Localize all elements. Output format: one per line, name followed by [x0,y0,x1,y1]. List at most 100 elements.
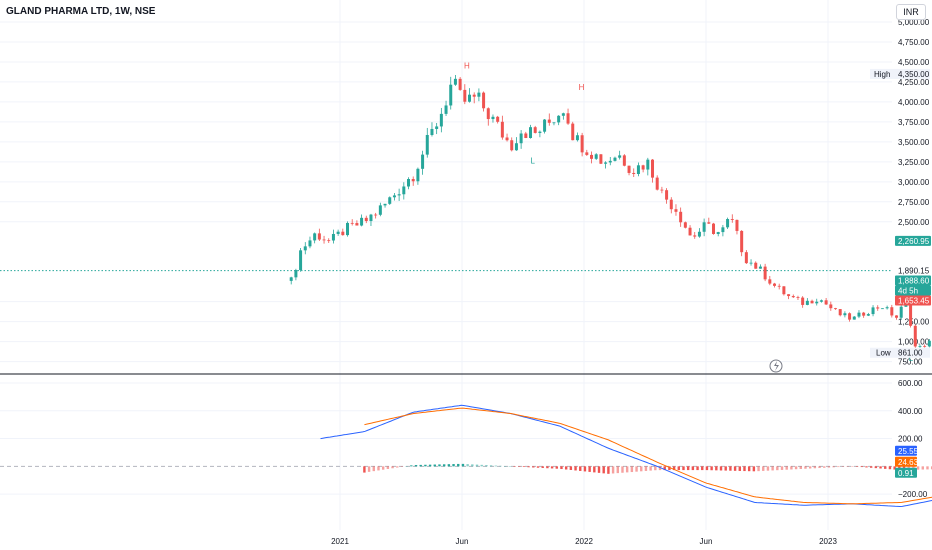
macd-histogram-bar [579,466,582,471]
macd-histogram-bar [611,466,615,474]
candle [313,233,317,241]
candle [895,315,899,318]
candle [791,296,795,298]
candle [500,121,504,138]
macd-histogram-bar [790,466,793,470]
candle [453,78,457,85]
candle [735,219,739,231]
low-marker-bg [870,347,930,358]
candle [838,309,842,316]
macd-histogram-bar [550,466,554,469]
candle [496,116,500,122]
price-label: 1,888.60 [898,276,930,285]
candle [402,186,406,195]
macd-histogram-bar [733,466,737,471]
candle [317,233,321,240]
macd-histogram-bar [560,466,563,470]
macd-histogram-bar [367,466,371,472]
candle [308,240,312,247]
candle [712,223,716,234]
candle [392,195,396,198]
candle [529,127,533,138]
macd-value-label: 0.91 [898,469,914,478]
candle [322,239,326,241]
macd-histogram-bar [841,466,845,467]
candle [651,159,655,178]
candle [890,307,894,316]
x-tick-label: Jun [456,537,469,546]
candle [458,78,462,90]
candle [299,250,303,271]
candle [416,168,420,182]
macd-histogram-bar [386,466,390,469]
candle [336,231,340,234]
candle [444,105,448,114]
macd-histogram-bar [593,466,596,473]
price-label-bg [895,285,931,296]
candle [547,119,551,123]
candle [430,128,434,135]
macd-histogram-bar [837,466,840,468]
candle [646,159,650,170]
currency-button[interactable]: INR [896,4,926,20]
candle [632,172,636,175]
macd-histogram-bar [527,466,530,468]
candle [604,162,608,164]
macd-histogram-bar [536,466,540,468]
macd-histogram-bar [682,466,685,471]
candle [364,217,368,222]
candle [618,155,622,158]
macd-histogram-bar [715,466,718,471]
candle [852,316,856,320]
macd-histogram-bar [865,466,868,468]
macd-histogram-bar [442,464,446,467]
macd-histogram-bar [400,466,404,467]
candle [599,154,603,164]
candle [688,227,692,236]
candle [773,283,777,286]
candle [923,345,927,347]
macd-histogram-bar [532,466,535,468]
candle [378,205,382,215]
candle [758,266,762,269]
macd-histogram-bar [686,466,690,471]
candle [383,203,387,206]
candle [726,219,730,228]
high-marker-name: High [874,70,890,79]
y-tick-label: 400.00 [898,407,923,416]
macd-histogram-bar [677,466,680,471]
x-tick-label: 2021 [331,537,349,546]
candle [885,307,889,309]
candle [510,140,514,151]
candle [810,300,814,304]
candle [360,217,364,226]
macd-histogram-bar [396,466,399,468]
price-label: 4d 5h [898,286,918,295]
macd-histogram-bar [785,466,788,470]
macd-histogram-bar [471,464,474,467]
macd-histogram-bar [916,466,920,470]
macd-histogram-bar [597,466,601,473]
y-tick-label: 1,250.00 [898,318,930,327]
macd-histogram-bar [644,466,648,471]
macd-histogram-bar [616,466,619,474]
macd-histogram-bar [433,464,436,467]
candle [744,252,748,264]
candle [580,135,584,153]
low-marker-value: 861.00 [898,349,923,358]
candle [815,301,819,304]
macd-histogram-bar [583,466,587,472]
candle [477,92,481,97]
candle [411,179,415,182]
candle [289,277,293,281]
macd-histogram-bar [635,466,638,472]
macd-histogram-bar [546,466,549,469]
candle [557,115,561,123]
macd-histogram-bar [625,466,629,473]
macd-histogram-bar [710,466,713,471]
macd-histogram-bar [804,466,807,469]
macd-histogram-bar [663,466,666,471]
candle [730,219,734,220]
macd-histogram-bar [776,466,779,471]
